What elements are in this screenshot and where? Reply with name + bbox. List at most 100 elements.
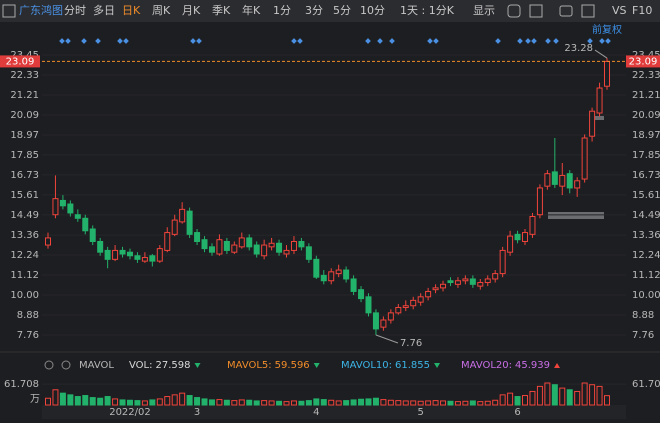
tab[interactable]: 月K [182, 4, 201, 17]
candle-body [469, 278, 476, 285]
volume-bar [492, 399, 499, 406]
tab[interactable]: 1分 [273, 4, 291, 17]
volume-unit: 万 [30, 394, 40, 405]
candle-body [179, 208, 186, 223]
volume-bar [231, 400, 238, 406]
edit-icon[interactable] [581, 4, 595, 18]
y-tick-label: 11.12 [632, 270, 660, 281]
tab[interactable]: 日K [122, 4, 141, 17]
event-marker[interactable] [599, 38, 605, 44]
tab[interactable]: 分时 [64, 4, 86, 17]
y-tick-label: 10.00 [632, 290, 660, 301]
event-marker[interactable] [117, 38, 123, 44]
volume-tick-label: 61.708 [4, 379, 39, 390]
event-marker[interactable] [123, 38, 129, 44]
y-tick-label: 8.88 [17, 310, 39, 321]
tab[interactable]: 显示 [473, 4, 495, 17]
event-marker[interactable] [525, 38, 531, 44]
menu-icon[interactable] [2, 4, 16, 18]
compare[interactable]: VS [612, 4, 627, 17]
volume-bar [410, 400, 417, 406]
tab[interactable]: 3分 [305, 4, 323, 17]
candle-body [522, 232, 529, 242]
candle-body [320, 274, 327, 282]
event-marker[interactable] [377, 38, 383, 44]
event-marker[interactable] [587, 38, 593, 44]
volume-bar [134, 400, 141, 406]
tab[interactable]: 季K [212, 4, 231, 17]
volume-bar [246, 399, 253, 406]
event-marker[interactable] [553, 38, 559, 44]
candle-body [462, 278, 469, 282]
event-marker[interactable] [389, 38, 395, 44]
y-tick-label: 18.97 [632, 130, 660, 141]
adjust-label[interactable]: 前复权 [592, 23, 622, 36]
event-marker[interactable] [433, 38, 439, 44]
volume-bar [320, 399, 327, 406]
event-marker[interactable] [81, 38, 87, 44]
candle-body [208, 246, 215, 253]
event-marker[interactable] [545, 38, 551, 44]
tab[interactable]: 年K [242, 3, 261, 17]
tab[interactable]: 10分 [360, 4, 385, 17]
candle-body [529, 216, 536, 235]
event-marker[interactable] [190, 38, 196, 44]
candle-body [238, 237, 245, 248]
f10[interactable]: F10 [632, 4, 652, 17]
candle-body [365, 296, 372, 314]
tab[interactable]: 5分 [333, 4, 351, 17]
event-marker[interactable] [196, 38, 202, 44]
indicator-value: 61.855 [395, 360, 430, 371]
candle-body [604, 60, 610, 87]
event-marker[interactable] [517, 38, 523, 44]
volume-bar [97, 397, 104, 406]
candle-body [59, 199, 66, 207]
candle-body [223, 240, 230, 251]
candle-body [432, 287, 439, 291]
volume-bar [402, 400, 409, 406]
min-label: 7.76 [400, 338, 422, 349]
candle-body [499, 249, 506, 275]
volume-bar [507, 392, 514, 406]
volume-bar [216, 399, 223, 406]
tab[interactable]: 周K [152, 4, 171, 17]
volume-bar [238, 399, 245, 406]
event-marker[interactable] [291, 38, 297, 44]
tab[interactable]: 1天 : 1分K [400, 4, 455, 17]
volume-bar [343, 400, 350, 406]
candle-body [67, 203, 74, 214]
indicator-name[interactable]: MAVOL [79, 360, 114, 371]
volume-tick-label: 61.708 [632, 379, 660, 390]
tab[interactable]: 多日 [93, 3, 115, 17]
event-marker[interactable] [531, 38, 537, 44]
y-tick-label: 10.00 [10, 290, 39, 301]
camera-icon[interactable] [559, 5, 573, 17]
event-marker[interactable] [605, 38, 611, 44]
event-marker[interactable] [495, 38, 501, 44]
candle-body [358, 289, 365, 300]
event-marker[interactable] [297, 38, 303, 44]
settings-icon[interactable] [507, 4, 521, 18]
y-tick-label: 16.73 [632, 170, 660, 181]
candle-body [216, 239, 223, 255]
close-icon[interactable] [61, 360, 71, 370]
shape-icon[interactable] [529, 4, 543, 18]
candle-body [507, 235, 514, 253]
event-marker[interactable] [59, 38, 65, 44]
candle-body [589, 110, 596, 137]
event-marker[interactable] [365, 38, 371, 44]
candle-body [544, 173, 551, 187]
candle-body [126, 251, 133, 257]
volume-bar [223, 399, 230, 406]
candle-body [536, 187, 543, 216]
volume-bar [186, 395, 193, 406]
settings-icon[interactable] [44, 360, 54, 370]
event-marker[interactable] [95, 38, 101, 44]
event-marker[interactable] [65, 38, 71, 44]
candle-body [104, 249, 111, 260]
candle-body [119, 249, 126, 255]
event-marker[interactable] [427, 38, 433, 44]
candle-body [380, 319, 387, 328]
volume-bar [395, 400, 402, 406]
